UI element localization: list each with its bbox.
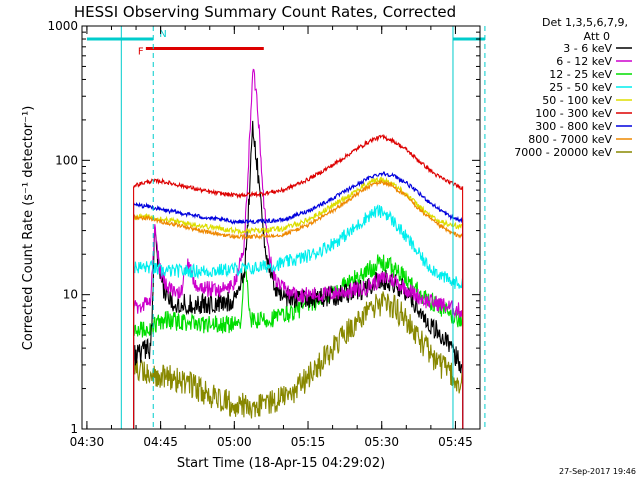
- legend-label-6: 300 - 800 keV: [535, 120, 612, 133]
- legend-label-2: 12 - 25 keV: [549, 68, 612, 81]
- series-group: [133, 68, 464, 430]
- legend-label-4: 50 - 100 keV: [542, 94, 612, 107]
- series-line-7: [133, 179, 464, 430]
- chart-title: HESSI Observing Summary Count Rates, Cor…: [74, 3, 456, 21]
- x-tick-label-1: 04:45: [143, 435, 178, 449]
- legend-label-8: 7000 - 20000 keV: [514, 146, 612, 159]
- flag-label-F: F: [138, 46, 144, 57]
- y-tick-label-2: 100: [55, 153, 78, 167]
- y-tick-label-1: 10: [63, 288, 78, 302]
- legend-header-line-1: Det 1,3,5,6,7,9,: [542, 16, 628, 29]
- x-tick-label-0: 04:30: [70, 435, 105, 449]
- x-tick-label-4: 05:30: [364, 435, 399, 449]
- legend-label-1: 6 - 12 keV: [556, 55, 612, 68]
- series-line-6: [133, 171, 464, 430]
- legend-label-5: 100 - 300 keV: [535, 107, 612, 120]
- x-axis-label: Start Time (18-Apr-15 04:29:02): [177, 456, 385, 471]
- footer-timestamp: 27-Sep-2017 19:46: [559, 467, 636, 476]
- legend-label-7: 800 - 7000 keV: [528, 133, 612, 146]
- series-line-2: [133, 254, 464, 430]
- legend-header-line-2: Att 0: [584, 30, 610, 43]
- x-tick-label-3: 05:15: [291, 435, 326, 449]
- plot-frame: [81, 25, 481, 430]
- series-line-5: [133, 133, 464, 430]
- x-tick-label-5: 05:45: [438, 435, 473, 449]
- legend-label-0: 3 - 6 keV: [563, 42, 612, 55]
- axis-ticks-group: 04:30 04:45 05:00 05:15 05:30 05:45 1 10 100 1000: [47, 19, 480, 449]
- y-tick-label-0: 1: [70, 422, 78, 436]
- series-line-8: [133, 291, 464, 430]
- series-line-4: [133, 176, 464, 430]
- day-night-markers-group: [120, 26, 486, 429]
- y-tick-label-3: 1000: [47, 19, 78, 33]
- y-axis-label: Corrected Count Rate (s⁻¹ detector⁻¹): [21, 106, 36, 351]
- flag-bars-group: FN: [86, 29, 485, 57]
- series-line-1: [133, 68, 464, 430]
- series-line-3: [133, 204, 464, 430]
- flag-label-N: N: [159, 29, 166, 40]
- x-tick-label-2: 05:00: [217, 435, 252, 449]
- legend-label-3: 25 - 50 keV: [549, 81, 612, 94]
